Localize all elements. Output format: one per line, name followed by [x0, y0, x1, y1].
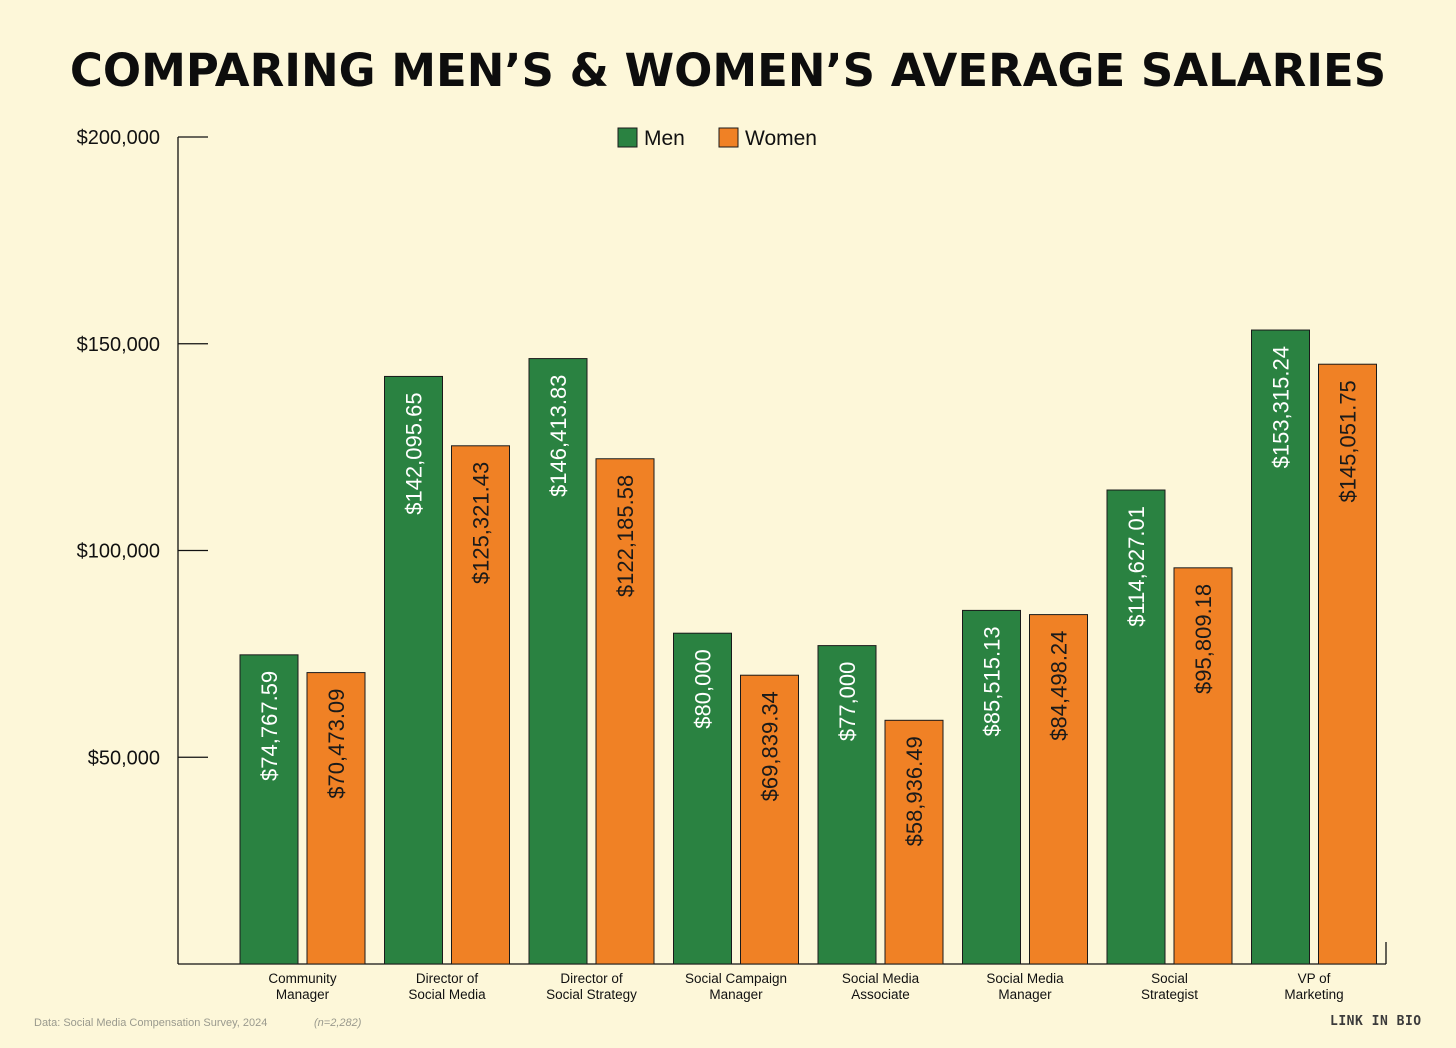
- category-label: Social Strategy: [546, 987, 637, 1002]
- category-label: Social: [1151, 971, 1188, 986]
- women-value-label: $70,473.09: [324, 689, 349, 799]
- category-label: VP of: [1298, 971, 1331, 986]
- category-label: Social Media: [842, 971, 920, 986]
- women-bar: [1173, 567, 1233, 965]
- category-label: Social Media: [986, 971, 1064, 986]
- data-source-note: Data: Social Media Compensation Survey, …: [34, 1017, 268, 1029]
- category-label: Social Media: [408, 987, 486, 1002]
- category-label: Strategist: [1141, 987, 1198, 1002]
- men-value-label: $114,627.01: [1124, 506, 1149, 627]
- women-bar: [1318, 363, 1377, 965]
- men-legend-label: Men: [644, 127, 685, 150]
- y-tick-label: $100,000: [77, 541, 160, 563]
- women-bar: [306, 672, 366, 965]
- brand-logo: LINK IN BIO: [1330, 1014, 1422, 1029]
- men-value-label: $80,000: [691, 649, 716, 729]
- men-value-label: $74,767.59: [257, 671, 282, 781]
- men-value-label: $153,315.24: [1269, 346, 1294, 468]
- chart-title: COMPARING MEN’S & WOMEN’S AVERAGE SALARI…: [69, 44, 1387, 97]
- men-bar: [528, 358, 588, 965]
- women-bar: [1029, 614, 1088, 965]
- women-bar: [595, 458, 655, 965]
- category-label: Associate: [851, 987, 910, 1002]
- category-label: Manager: [998, 987, 1052, 1002]
- women-value-label: $125,321.43: [469, 462, 494, 584]
- women-value-label: $145,051.75: [1336, 380, 1361, 502]
- category-label: Community: [268, 971, 337, 986]
- men-legend-swatch: [617, 127, 638, 148]
- y-tick-label: $50,000: [88, 747, 160, 769]
- category-label: Marketing: [1284, 987, 1343, 1002]
- category-label: Social Campaign: [685, 971, 787, 986]
- men-bar: [817, 645, 877, 965]
- women-value-label: $122,185.58: [613, 475, 638, 597]
- men-bar: [1106, 489, 1166, 965]
- men-bar: [384, 375, 443, 965]
- men-bar: [239, 654, 299, 965]
- men-bar: [673, 632, 732, 965]
- men-value-label: $85,515.13: [980, 626, 1005, 736]
- category-label: Manager: [709, 987, 763, 1002]
- women-bar: [740, 674, 799, 965]
- women-value-label: $95,809.18: [1191, 584, 1216, 694]
- men-bar: [1251, 329, 1310, 965]
- women-bar: [451, 445, 510, 965]
- men-bar: [962, 609, 1021, 965]
- women-legend-label: Women: [745, 127, 817, 150]
- sample-size-note: (n=2,282): [314, 1017, 362, 1029]
- category-label: Director of: [416, 971, 479, 986]
- category-label: Director of: [560, 971, 623, 986]
- y-tick-label: $150,000: [77, 334, 160, 356]
- women-value-label: $84,498.24: [1047, 631, 1072, 741]
- category-label: Manager: [276, 987, 330, 1002]
- men-value-label: $142,095.65: [402, 392, 427, 514]
- men-value-label: $77,000: [835, 662, 860, 742]
- men-value-label: $146,413.83: [546, 375, 571, 497]
- women-legend-swatch: [718, 127, 739, 148]
- women-value-label: $69,839.34: [758, 691, 783, 801]
- women-bar: [884, 719, 944, 965]
- women-value-label: $58,936.49: [902, 736, 927, 846]
- y-tick-label: $200,000: [77, 127, 160, 149]
